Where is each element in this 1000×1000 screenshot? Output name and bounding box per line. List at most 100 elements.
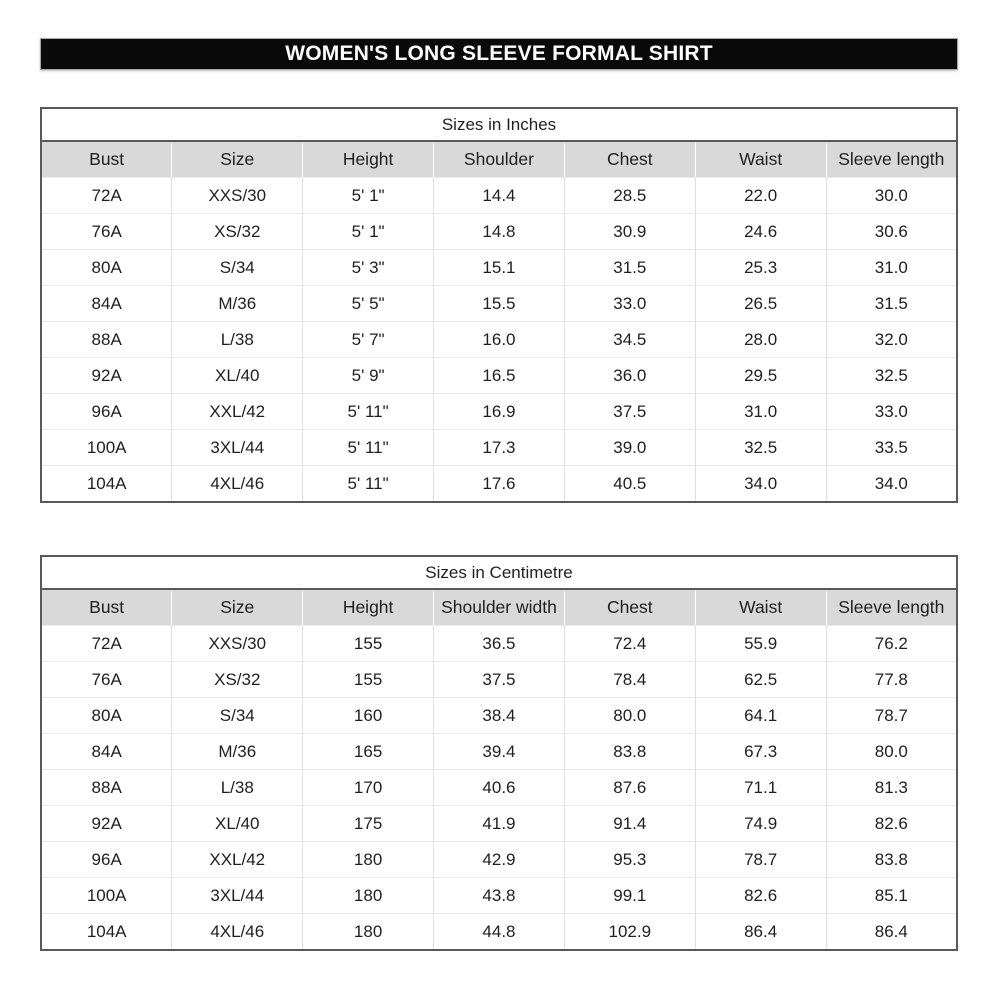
table-title-row: Sizes in Inches — [41, 108, 957, 142]
table-row: 72A XXS/30 155 36.5 72.4 55.9 76.2 — [41, 625, 957, 662]
column-header: Height — [302, 589, 434, 626]
column-header: Size — [171, 589, 303, 626]
table-cell: 33.0 — [563, 285, 696, 322]
table-row: 96A XXL/42 5' 11" 16.9 37.5 31.0 33.0 — [41, 393, 957, 430]
table-cell: 25.3 — [694, 249, 827, 286]
table-cell: 77.8 — [825, 661, 957, 698]
sizes-in-centimetre-table-block: Sizes in Centimetre Bust Size Height Shoulde… — [40, 555, 958, 951]
table-cell: 32.0 — [825, 321, 957, 358]
table-cell: L/38 — [171, 321, 303, 358]
table-cell: 28.5 — [563, 177, 696, 214]
table-cell: 30.9 — [563, 213, 696, 250]
table-cell: 34.0 — [694, 465, 827, 502]
table-cell: 165 — [302, 733, 434, 770]
column-header: Waist — [694, 589, 827, 626]
column-header: Sleeve length — [825, 141, 957, 178]
table-cell: 31.5 — [825, 285, 957, 322]
table-title: Sizes in Inches — [41, 108, 957, 142]
table-cell: 15.1 — [433, 249, 565, 286]
table-cell: 160 — [302, 697, 434, 734]
table-cell: 43.8 — [433, 877, 565, 914]
table-cell: 84A — [41, 285, 172, 322]
table-cell: 78.7 — [694, 841, 827, 878]
table-cell: 17.3 — [433, 429, 565, 466]
column-header: Waist — [694, 141, 827, 178]
table-cell: 62.5 — [694, 661, 827, 698]
table-cell: 33.0 — [825, 393, 957, 430]
table-cell: 180 — [302, 841, 434, 878]
table-cell: 39.0 — [563, 429, 696, 466]
table-cell: XL/40 — [171, 805, 303, 842]
table-cell: XL/40 — [171, 357, 303, 394]
table-row: 84A M/36 5' 5" 15.5 33.0 26.5 31.5 — [41, 285, 957, 322]
table-cell: 30.6 — [825, 213, 957, 250]
table-cell: XXL/42 — [171, 841, 303, 878]
table-cell: 92A — [41, 805, 172, 842]
table-row: 88A L/38 170 40.6 87.6 71.1 81.3 — [41, 769, 957, 806]
table-cell: 15.5 — [433, 285, 565, 322]
table-cell: 96A — [41, 393, 172, 430]
column-header: Bust — [41, 141, 172, 178]
table-cell: 5' 3" — [302, 249, 434, 286]
table-cell: 80A — [41, 697, 172, 734]
table-cell: 71.1 — [694, 769, 827, 806]
table-cell: 76.2 — [825, 625, 957, 662]
table-cell: 180 — [302, 877, 434, 914]
table-cell: 80A — [41, 249, 172, 286]
column-header: Shoulder width — [433, 589, 565, 626]
table-cell: XXS/30 — [171, 177, 303, 214]
column-header: Shoulder — [433, 141, 565, 178]
column-header: Sleeve length — [825, 589, 957, 626]
table-cell: 55.9 — [694, 625, 827, 662]
table-header-row: Bust Size Height Shoulder Chest Waist Sleeve l… — [41, 141, 957, 178]
table-cell: 14.8 — [433, 213, 565, 250]
table-cell: 170 — [302, 769, 434, 806]
table-cell: 78.7 — [825, 697, 957, 734]
table-cell: 104A — [41, 465, 172, 502]
table-cell: 80.0 — [825, 733, 957, 770]
table-cell: M/36 — [171, 285, 303, 322]
table-cell: XS/32 — [171, 661, 303, 698]
table-cell: 5' 7" — [302, 321, 434, 358]
table-cell: 78.4 — [563, 661, 696, 698]
table-cell: 155 — [302, 625, 434, 662]
table-cell: 104A — [41, 913, 172, 950]
table-cell: 40.5 — [563, 465, 696, 502]
table-cell: 3XL/44 — [171, 877, 303, 914]
table-cell: 41.9 — [433, 805, 565, 842]
table-row: 76A XS/32 5' 1" 14.8 30.9 24.6 30.6 — [41, 213, 957, 250]
table-cell: L/38 — [171, 769, 303, 806]
table-cell: 5' 11" — [302, 393, 434, 430]
table-cell: 5' 9" — [302, 357, 434, 394]
table-cell: 91.4 — [563, 805, 696, 842]
table-row: 92A XL/40 175 41.9 91.4 74.9 82.6 — [41, 805, 957, 842]
table-cell: 34.0 — [825, 465, 957, 502]
table-cell: 32.5 — [694, 429, 827, 466]
table-cell: 92A — [41, 357, 172, 394]
product-title-banner: WOMEN'S LONG SLEEVE FORMAL SHIRT — [40, 38, 958, 70]
table-cell: 80.0 — [563, 697, 696, 734]
table-cell: 83.8 — [563, 733, 696, 770]
table-cell: 29.5 — [694, 357, 827, 394]
table-cell: 38.4 — [433, 697, 565, 734]
table-cell: XXS/30 — [171, 625, 303, 662]
table-cell: 99.1 — [563, 877, 696, 914]
table-title-row: Sizes in Centimetre — [41, 556, 957, 590]
table-cell: 67.3 — [694, 733, 827, 770]
table-title: Sizes in Centimetre — [41, 556, 957, 590]
table-cell: S/34 — [171, 249, 303, 286]
table-cell: 37.5 — [433, 661, 565, 698]
table-cell: 16.5 — [433, 357, 565, 394]
table-row: 100A 3XL/44 180 43.8 99.1 82.6 85.1 — [41, 877, 957, 914]
table-cell: 28.0 — [694, 321, 827, 358]
table-cell: 95.3 — [563, 841, 696, 878]
table-cell: 26.5 — [694, 285, 827, 322]
size-chart-page: WOMEN'S LONG SLEEVE FORMAL SHIRT Sizes i… — [40, 0, 958, 951]
table-row: 72A XXS/30 5' 1" 14.4 28.5 22.0 30.0 — [41, 177, 957, 214]
sizes-in-inches-table-block: Sizes in Inches Bust Size Height Shoulder Che… — [40, 107, 958, 503]
table-cell: 39.4 — [433, 733, 565, 770]
table-cell: 4XL/46 — [171, 465, 303, 502]
table-cell: 33.5 — [825, 429, 957, 466]
table-cell: M/36 — [171, 733, 303, 770]
column-header: Size — [171, 141, 303, 178]
